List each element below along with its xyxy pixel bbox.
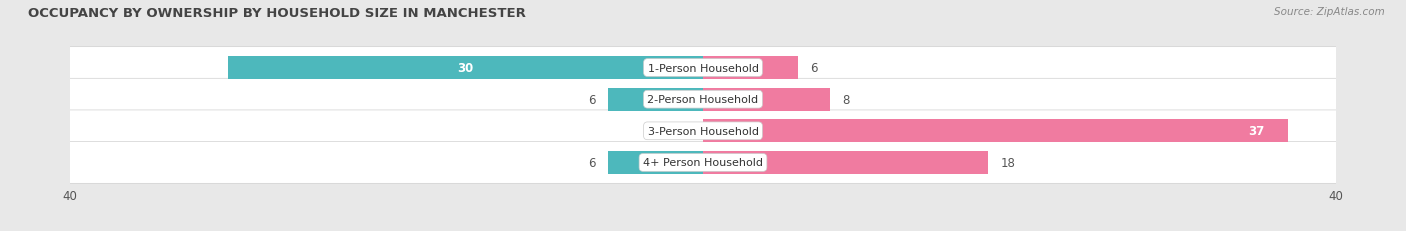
Text: 30: 30	[457, 62, 474, 75]
Text: Source: ZipAtlas.com: Source: ZipAtlas.com	[1274, 7, 1385, 17]
Bar	[703, 57, 799, 80]
FancyBboxPatch shape	[69, 47, 1337, 89]
Text: 18: 18	[1001, 156, 1015, 169]
Text: 37: 37	[1249, 125, 1264, 138]
Text: OCCUPANCY BY OWNERSHIP BY HOUSEHOLD SIZE IN MANCHESTER: OCCUPANCY BY OWNERSHIP BY HOUSEHOLD SIZE…	[28, 7, 526, 20]
Bar	[609, 88, 703, 111]
Bar	[703, 151, 987, 174]
FancyBboxPatch shape	[69, 110, 1337, 152]
Text: 6: 6	[588, 156, 596, 169]
FancyBboxPatch shape	[69, 142, 1337, 184]
Text: 2-Person Household: 2-Person Household	[647, 95, 759, 105]
Text: 8: 8	[842, 93, 849, 106]
Text: 4+ Person Household: 4+ Person Household	[643, 158, 763, 168]
Text: 0: 0	[681, 125, 688, 138]
Bar	[609, 151, 703, 174]
FancyBboxPatch shape	[69, 79, 1337, 121]
Bar	[703, 88, 830, 111]
Text: 1-Person Household: 1-Person Household	[648, 63, 758, 73]
Bar	[703, 120, 1288, 143]
Text: 6: 6	[810, 62, 818, 75]
Text: 6: 6	[588, 93, 596, 106]
Text: 3-Person Household: 3-Person Household	[648, 126, 758, 136]
Bar	[228, 57, 703, 80]
